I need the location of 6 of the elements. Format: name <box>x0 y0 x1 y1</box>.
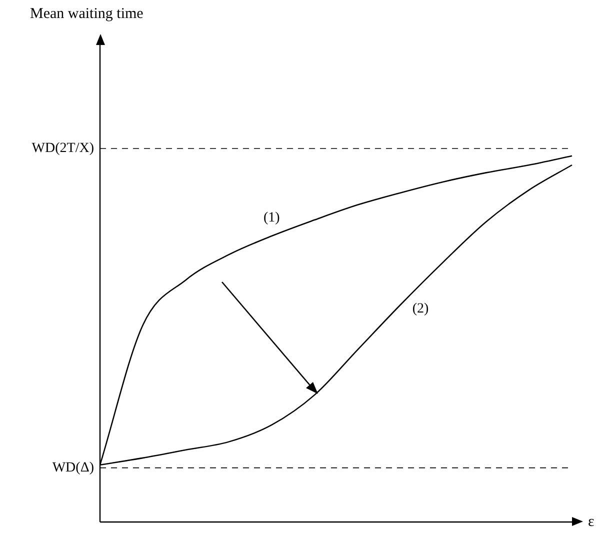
x-axis-title: ε <box>588 514 594 530</box>
text: Mean waiting time <box>30 6 144 22</box>
ref-line-label: WD(Δ) <box>52 460 94 476</box>
ref-line-label: WD(2T/X) <box>32 141 94 156</box>
series-label: (1) <box>263 210 280 226</box>
series-label: (2) <box>412 302 430 317</box>
